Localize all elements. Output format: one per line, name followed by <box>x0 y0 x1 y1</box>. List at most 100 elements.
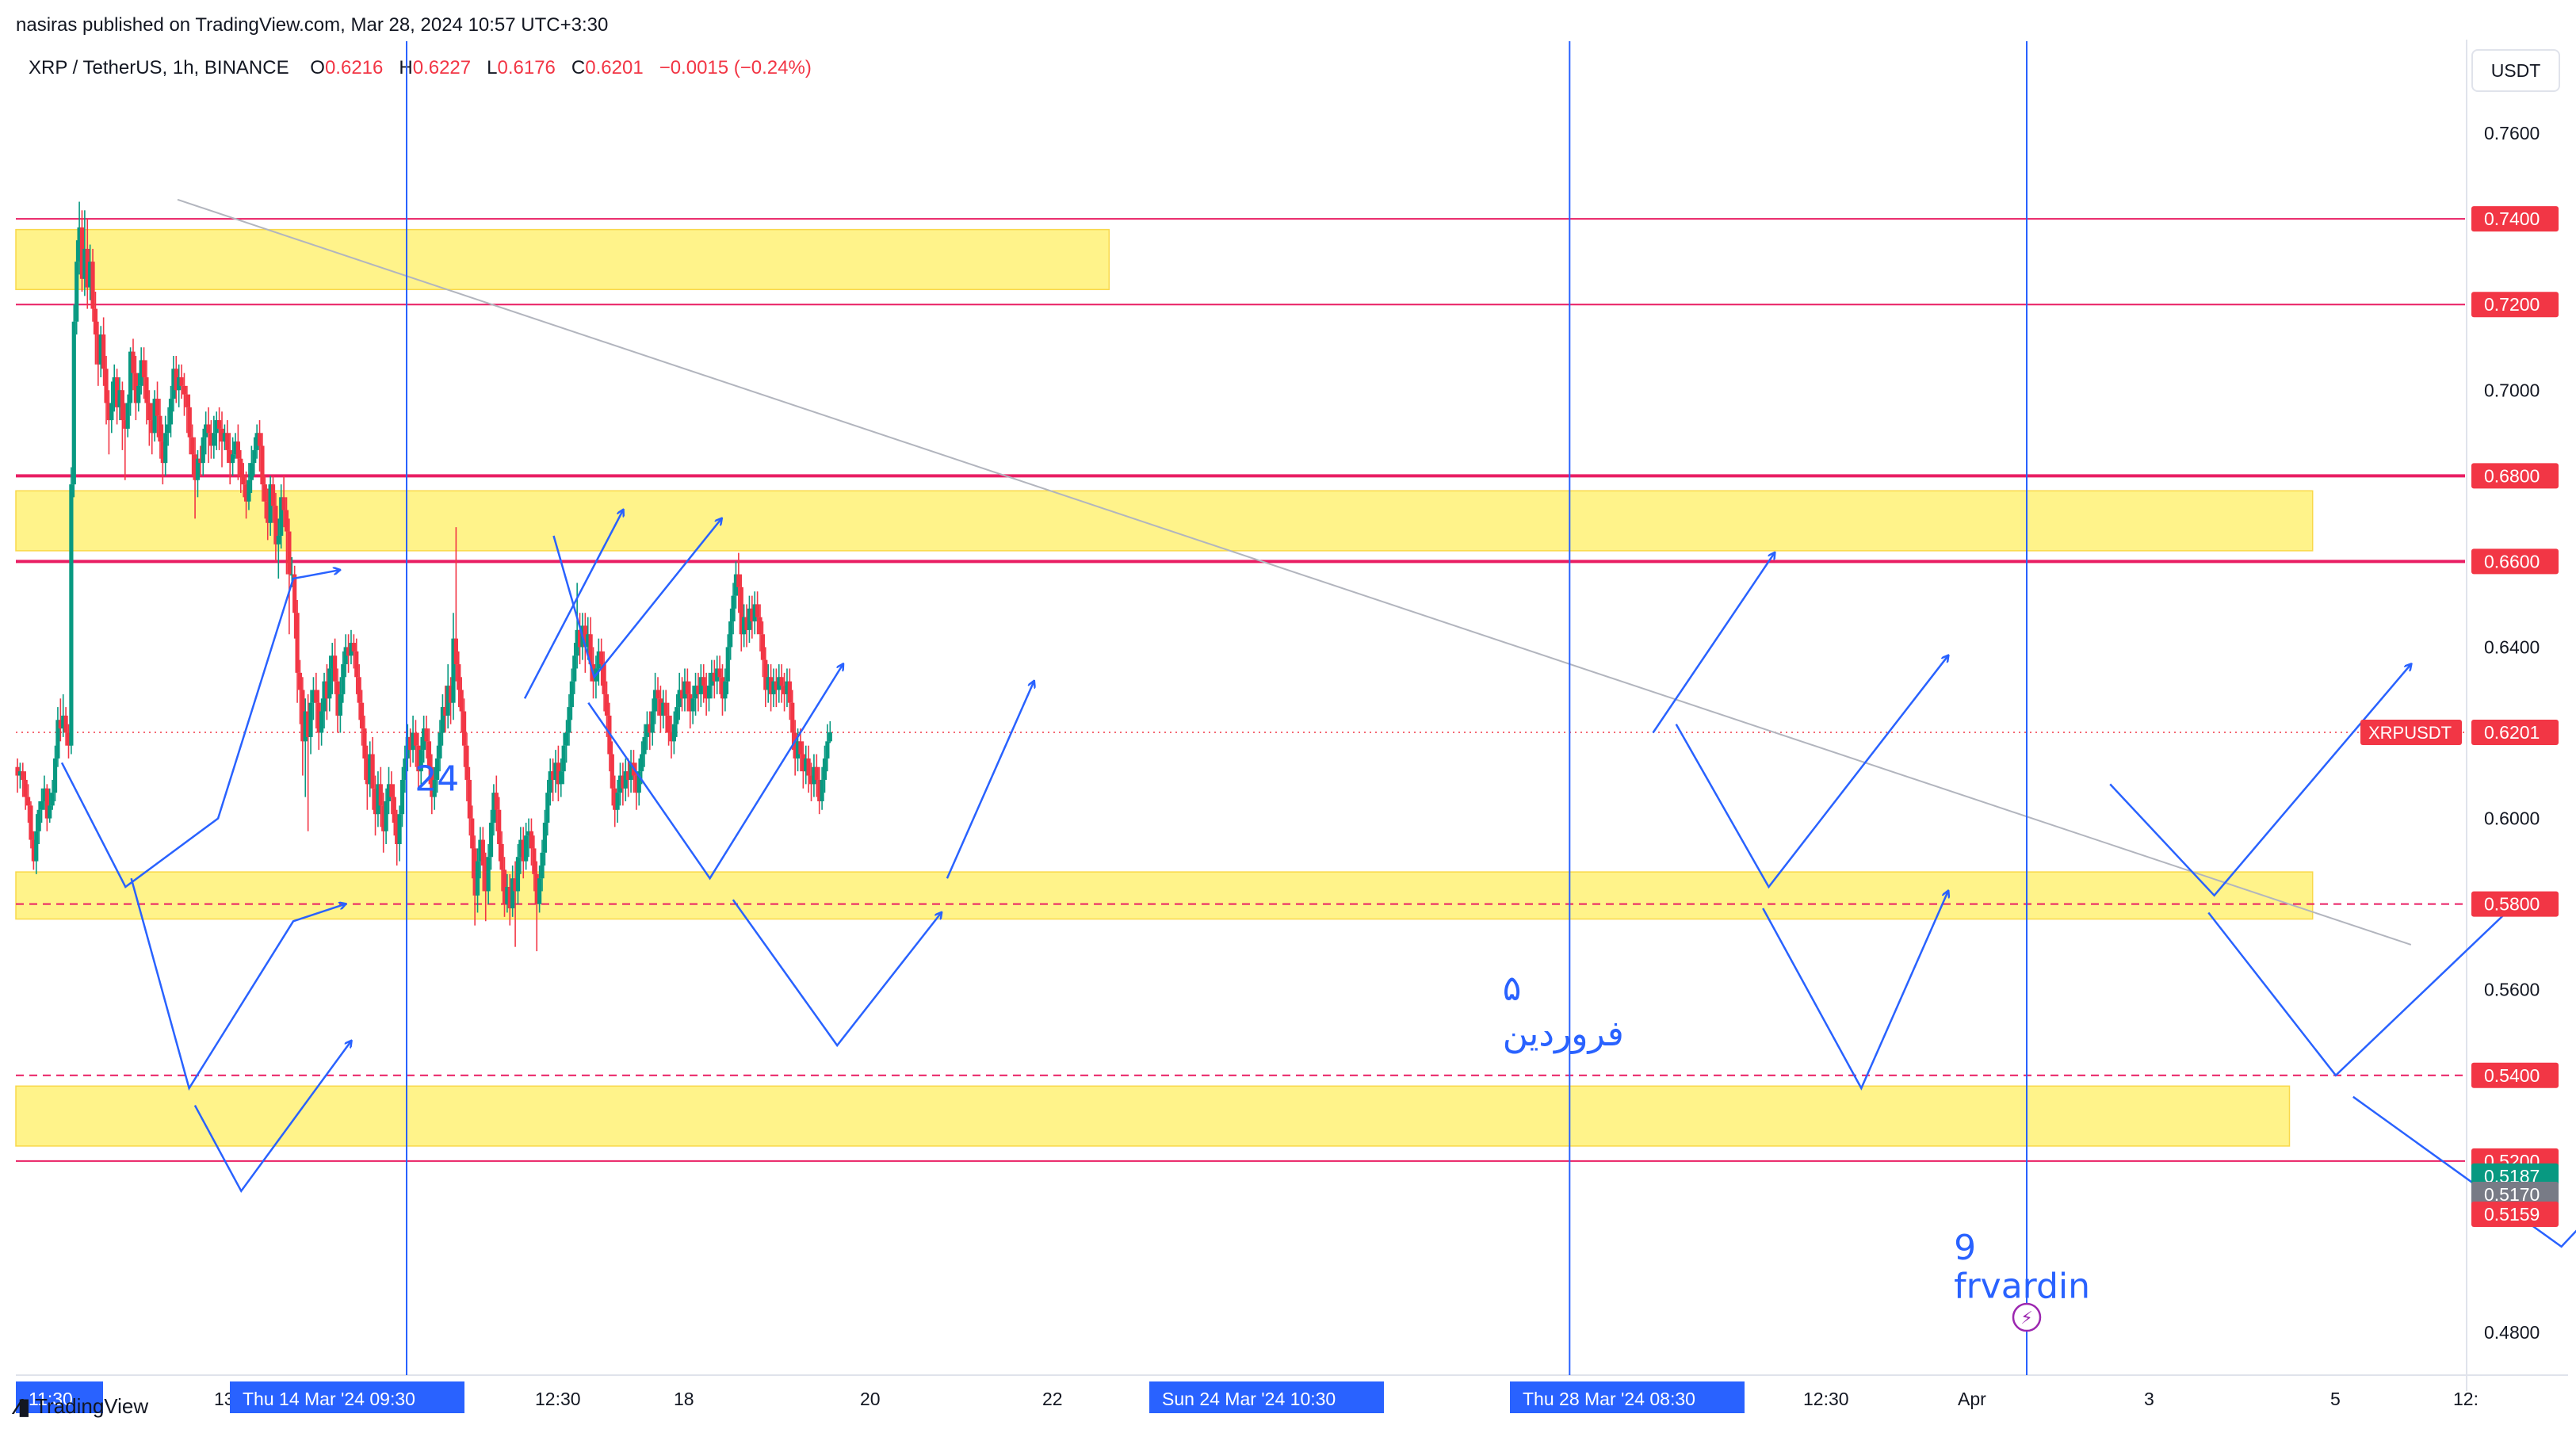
candle-body <box>338 694 342 716</box>
candle-body <box>163 433 168 464</box>
candle-body <box>254 433 259 450</box>
candle-body <box>817 779 822 801</box>
candle-body <box>316 702 321 733</box>
candle-body <box>314 690 319 703</box>
candle-body <box>542 822 548 853</box>
candle-body <box>392 797 396 823</box>
candle-body <box>432 779 437 797</box>
last-price-tag <box>2471 719 2559 745</box>
candle-body <box>497 809 502 844</box>
candle-body <box>510 878 515 909</box>
candle-body <box>763 659 768 690</box>
candle-body <box>133 373 138 403</box>
candle-body <box>123 420 128 429</box>
projection-arrow-13 <box>2352 1095 2576 1248</box>
candle-body <box>636 771 641 793</box>
candle-body <box>426 741 432 767</box>
candle-body <box>785 681 789 694</box>
candle-body <box>109 403 114 421</box>
candle-body <box>671 724 676 742</box>
candle-body <box>227 449 232 464</box>
candle-body <box>44 788 49 819</box>
zone-rect-3 <box>15 1085 2291 1147</box>
candle-body <box>644 724 650 737</box>
candle-body <box>373 788 378 815</box>
projection-arrow-12 <box>2207 904 2515 1077</box>
candle-body <box>723 681 728 699</box>
candle-body <box>368 754 373 785</box>
y-tick-label-5: 0.4800 <box>2484 1322 2540 1343</box>
candle-body <box>273 506 278 545</box>
tradingview-logo[interactable]: ⁄▮ TradingView <box>16 1393 148 1420</box>
candle-body <box>679 690 685 699</box>
candle-body <box>483 866 488 892</box>
symbol-title[interactable]: XRP / TetherUS, 1h, BINANCE <box>29 57 289 78</box>
candle-body <box>524 835 529 862</box>
candle-body <box>177 377 182 391</box>
candle-body <box>793 732 797 759</box>
candle-body <box>217 420 222 429</box>
candle-body <box>268 484 273 523</box>
candle-body <box>478 839 483 862</box>
candle-body <box>63 715 68 733</box>
candle-body <box>790 702 795 733</box>
projection-arrow-4 <box>552 518 722 679</box>
candle-body <box>295 613 300 673</box>
candle-body <box>472 848 477 896</box>
x-tick-label-0: 11:30 <box>29 1389 73 1409</box>
candle-body <box>395 822 399 844</box>
candle-body <box>34 831 39 862</box>
price-tag-1 <box>2471 292 2559 318</box>
candle-body <box>494 793 499 810</box>
candle-body <box>798 741 803 755</box>
candle-body <box>25 797 31 806</box>
candle-body <box>526 831 531 836</box>
x-tick-label-6: 22 <box>1042 1389 1063 1409</box>
candle-body <box>731 595 736 622</box>
x-tick-label-5: 20 <box>860 1389 881 1409</box>
x-tick-label-13: 12: <box>2453 1389 2479 1409</box>
candle-body <box>435 758 440 780</box>
candle-body <box>346 647 351 656</box>
candle-body <box>386 784 392 801</box>
annotation-text-0: 24 <box>415 759 459 799</box>
candle-body <box>284 510 289 532</box>
candle-body <box>682 681 687 699</box>
candle-body <box>270 484 276 506</box>
candle-body <box>532 848 537 874</box>
candle-body <box>825 741 830 759</box>
candle-body <box>461 711 467 746</box>
projection-arrow-1 <box>130 877 346 1091</box>
candle-body <box>615 793 620 810</box>
candle-body <box>155 399 160 416</box>
candle-body <box>397 814 402 844</box>
candle-body <box>623 771 628 789</box>
candle-body <box>55 720 60 759</box>
candle-body <box>610 754 614 789</box>
candle-body <box>141 360 147 378</box>
candle-body <box>343 647 348 665</box>
candle-body <box>720 677 725 699</box>
projection-arrow-11 <box>2109 664 2411 897</box>
y-tick-label-1: 0.7000 <box>2484 380 2540 400</box>
candle-body <box>529 831 534 849</box>
candle-body <box>575 629 579 656</box>
candle-body <box>168 399 174 425</box>
open-value: 0.6216 <box>324 57 384 78</box>
candle-body <box>166 424 170 434</box>
publisher-line: nasiras published on TradingView.com, Ma… <box>16 14 609 36</box>
candle-body <box>715 668 720 682</box>
candle-body <box>48 805 52 819</box>
candle-body <box>419 750 423 772</box>
symbol-tag-label: XRPUSDT <box>2368 723 2452 743</box>
candle-body <box>617 775 623 793</box>
candle-body <box>537 878 542 904</box>
high-value: 0.6227 <box>412 57 472 78</box>
candle-body <box>698 677 703 694</box>
candle-body <box>23 779 28 797</box>
candle-body <box>287 531 292 575</box>
candle-body <box>381 805 386 831</box>
currency-button[interactable]: USDT <box>2471 49 2560 92</box>
candle-body <box>106 403 112 421</box>
